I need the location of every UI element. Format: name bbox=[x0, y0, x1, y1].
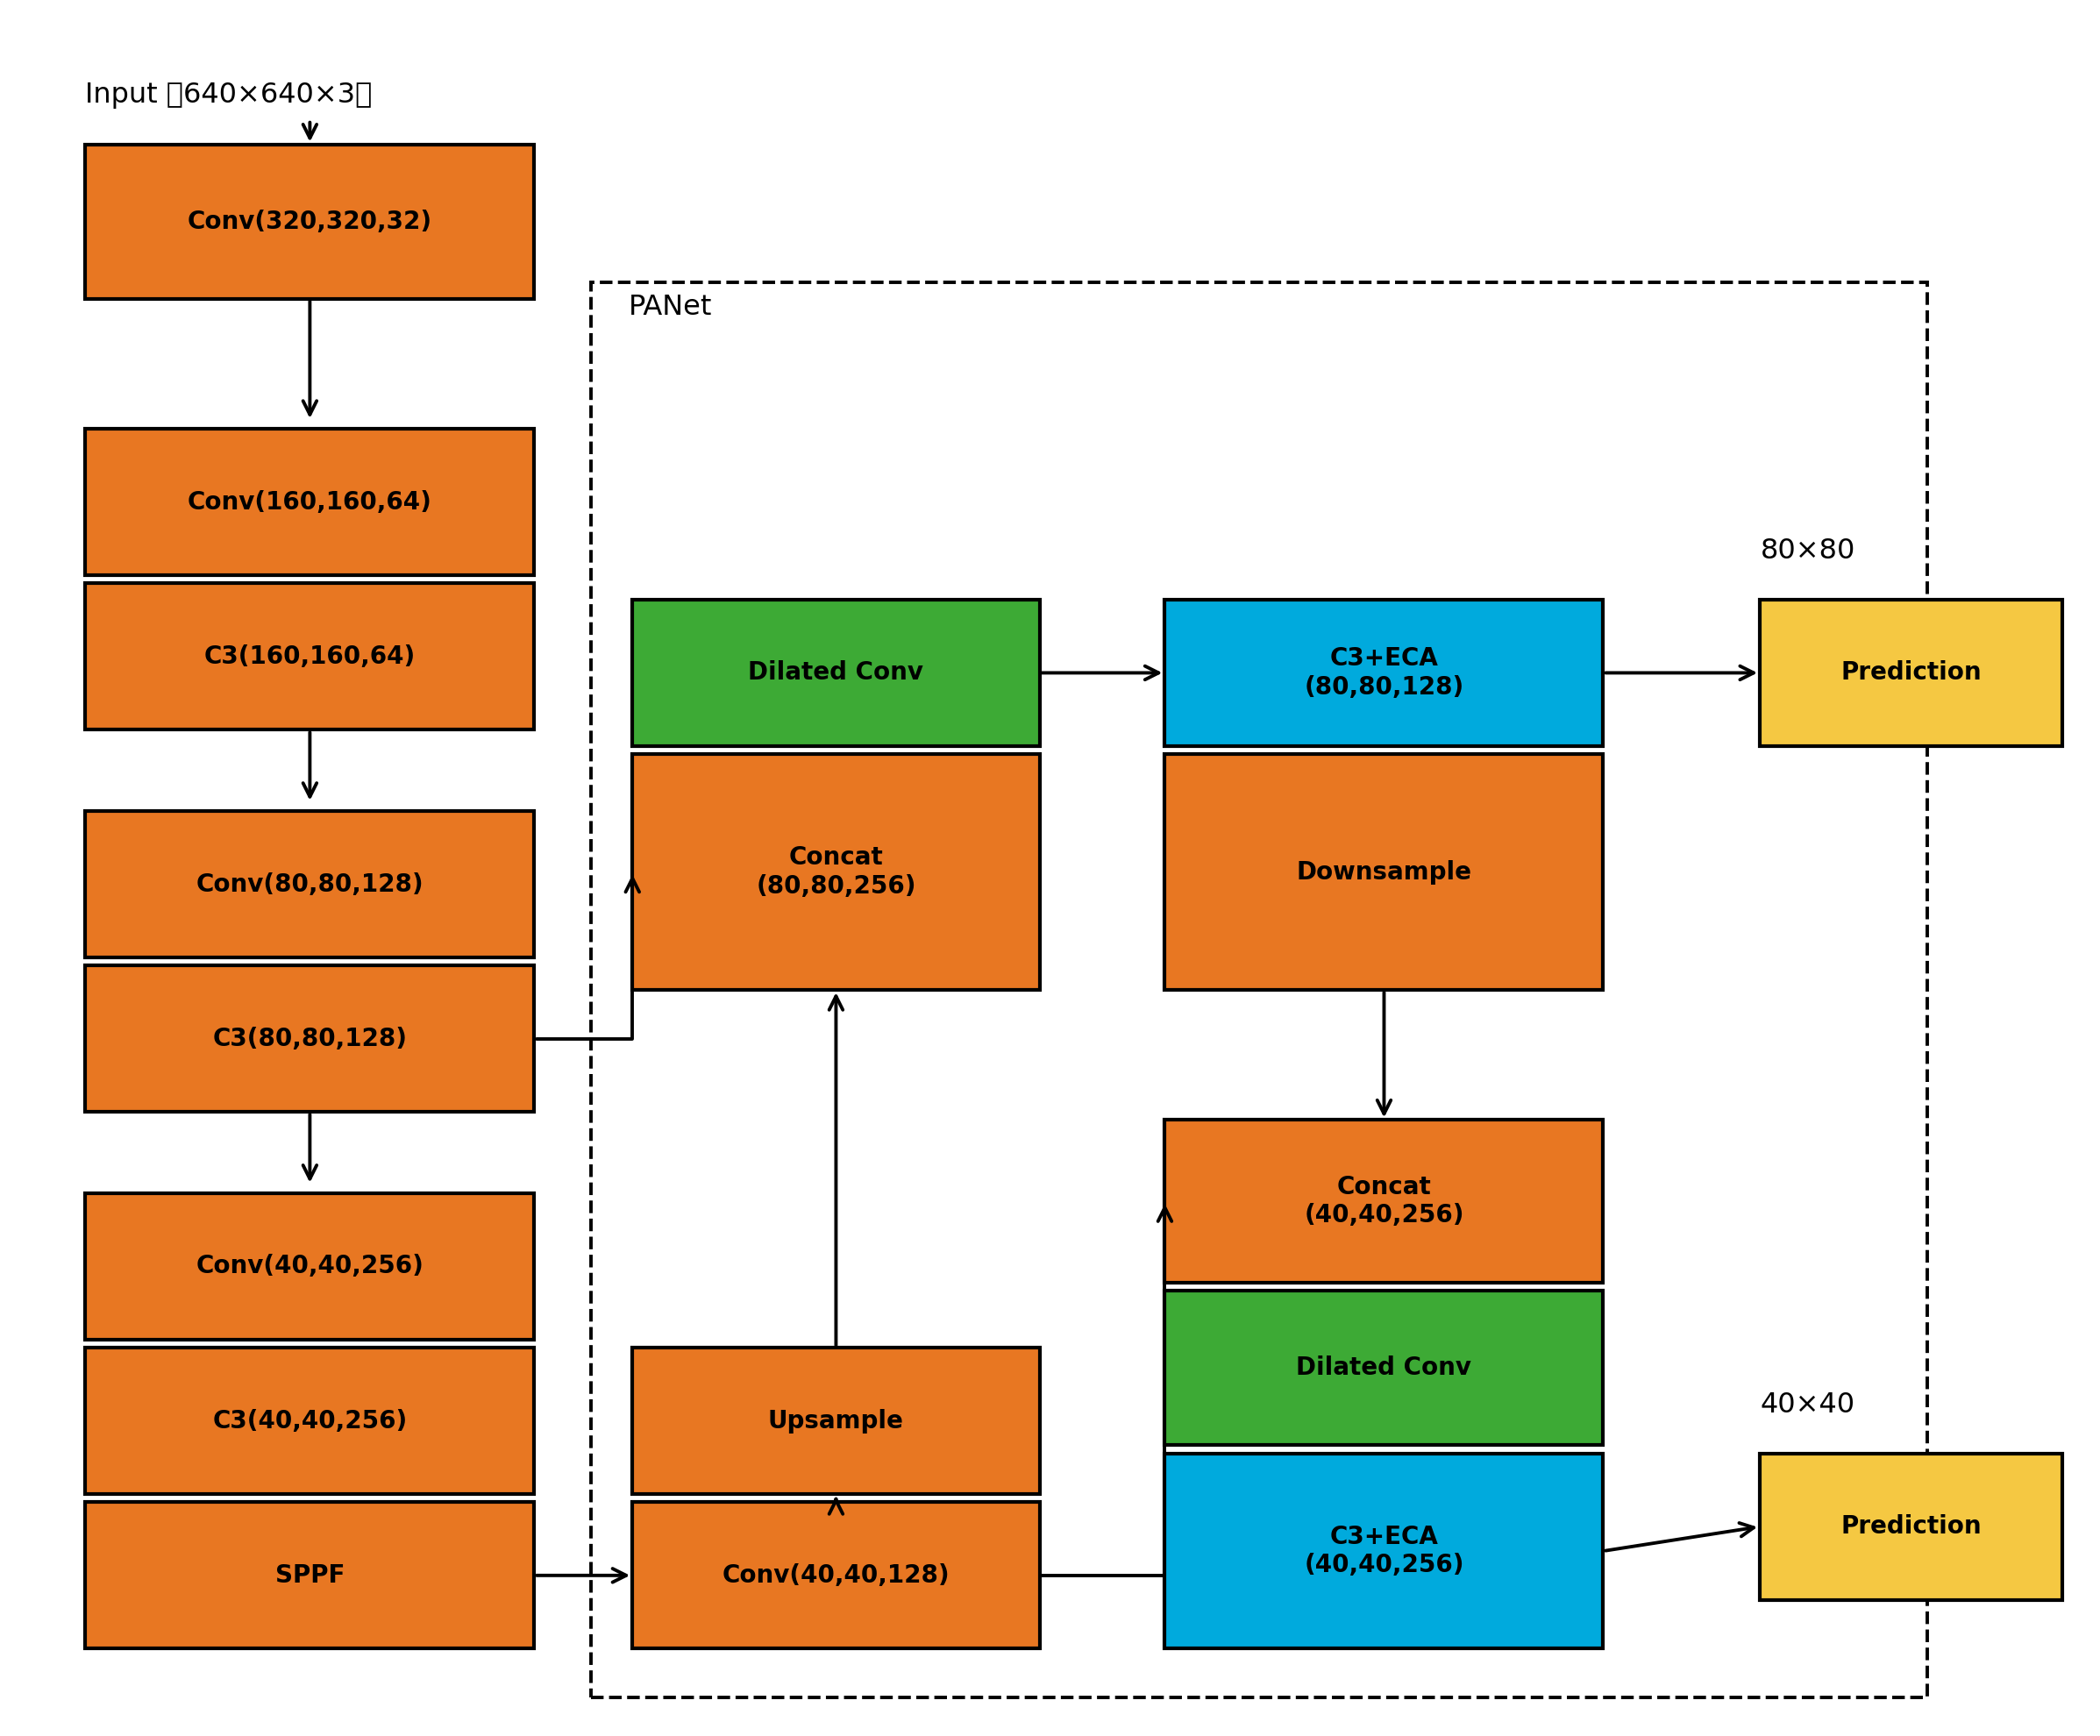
FancyBboxPatch shape bbox=[1166, 1292, 1602, 1446]
FancyBboxPatch shape bbox=[86, 144, 533, 299]
Text: C3+ECA
(40,40,256): C3+ECA (40,40,256) bbox=[1304, 1524, 1464, 1578]
Text: Downsample: Downsample bbox=[1296, 859, 1472, 884]
FancyBboxPatch shape bbox=[1166, 1453, 1602, 1649]
Text: 40×40: 40×40 bbox=[1760, 1391, 1854, 1418]
Text: C3(80,80,128): C3(80,80,128) bbox=[212, 1026, 407, 1050]
FancyBboxPatch shape bbox=[1166, 753, 1602, 990]
FancyBboxPatch shape bbox=[632, 1502, 1040, 1649]
Text: C3(40,40,256): C3(40,40,256) bbox=[212, 1408, 407, 1434]
FancyBboxPatch shape bbox=[1760, 1453, 2062, 1601]
Text: Input （640×640×3）: Input （640×640×3） bbox=[86, 82, 372, 109]
FancyBboxPatch shape bbox=[86, 965, 533, 1113]
Text: Conv(40,40,128): Conv(40,40,128) bbox=[722, 1562, 949, 1588]
FancyBboxPatch shape bbox=[1166, 1120, 1602, 1283]
FancyBboxPatch shape bbox=[86, 811, 533, 958]
FancyBboxPatch shape bbox=[86, 1193, 533, 1340]
Text: Upsample: Upsample bbox=[769, 1408, 903, 1434]
Text: Concat
(40,40,256): Concat (40,40,256) bbox=[1304, 1175, 1464, 1227]
Text: Dilated Conv: Dilated Conv bbox=[748, 661, 924, 686]
FancyBboxPatch shape bbox=[86, 1502, 533, 1649]
Text: 80×80: 80×80 bbox=[1760, 536, 1856, 564]
Text: SPPF: SPPF bbox=[275, 1562, 344, 1588]
Text: Dilated Conv: Dilated Conv bbox=[1296, 1356, 1472, 1380]
Text: Conv(320,320,32): Conv(320,320,32) bbox=[187, 210, 433, 234]
FancyBboxPatch shape bbox=[632, 599, 1040, 746]
FancyBboxPatch shape bbox=[1166, 599, 1602, 746]
FancyBboxPatch shape bbox=[632, 1347, 1040, 1495]
Text: Concat
(80,80,256): Concat (80,80,256) bbox=[756, 845, 916, 899]
FancyBboxPatch shape bbox=[1760, 599, 2062, 746]
FancyBboxPatch shape bbox=[86, 583, 533, 729]
Text: Conv(80,80,128): Conv(80,80,128) bbox=[195, 871, 424, 896]
Text: Conv(160,160,64): Conv(160,160,64) bbox=[187, 490, 433, 514]
Text: PANet: PANet bbox=[628, 293, 712, 321]
Text: Prediction: Prediction bbox=[1842, 1514, 1982, 1538]
FancyBboxPatch shape bbox=[632, 753, 1040, 990]
Text: Prediction: Prediction bbox=[1842, 661, 1982, 686]
Text: Conv(40,40,256): Conv(40,40,256) bbox=[195, 1253, 424, 1279]
Text: C3+ECA
(80,80,128): C3+ECA (80,80,128) bbox=[1304, 646, 1464, 700]
Text: C3(160,160,64): C3(160,160,64) bbox=[204, 644, 416, 668]
FancyBboxPatch shape bbox=[86, 1347, 533, 1495]
FancyBboxPatch shape bbox=[86, 429, 533, 575]
